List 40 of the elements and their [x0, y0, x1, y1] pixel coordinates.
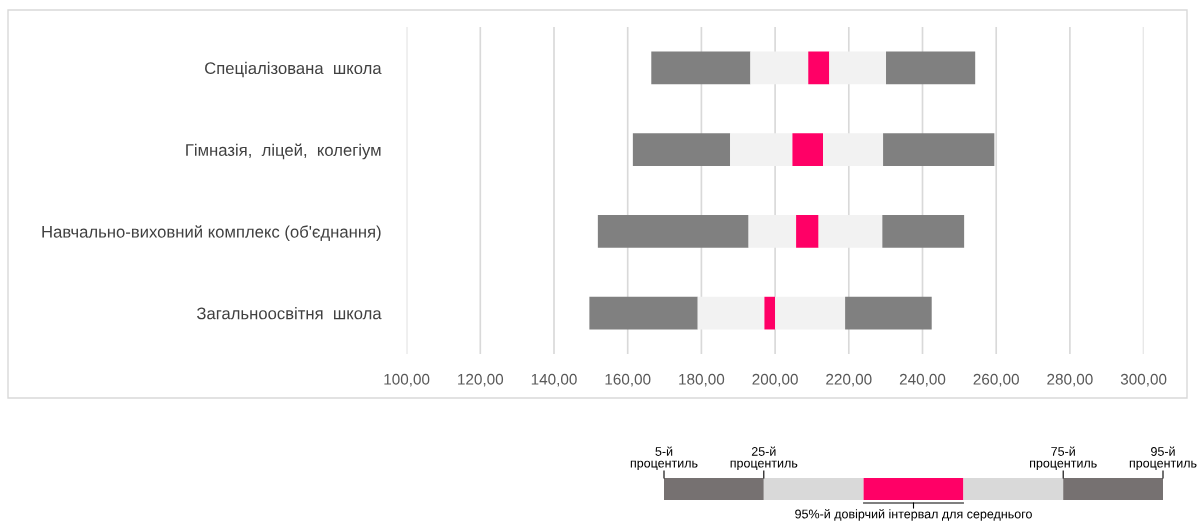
text: 95%-й довірчий інтервал для середнього	[795, 509, 1032, 521]
bar	[730, 133, 793, 166]
bar	[775, 296, 846, 330]
bar	[764, 296, 776, 330]
x-tick-label: 100,00	[384, 373, 430, 387]
text: 5-й процентиль	[630, 446, 698, 470]
x-tick-label: 160,00	[605, 373, 651, 387]
bar	[697, 296, 765, 330]
x-tick-label: 280,00	[1047, 373, 1093, 387]
bar	[597, 215, 749, 248]
x-tick-label: 260,00	[973, 373, 1019, 387]
bar	[796, 215, 819, 248]
x-tick-label: 120,00	[458, 373, 504, 387]
x-tick-label: 240,00	[899, 373, 946, 387]
bar	[829, 51, 887, 85]
y-tick-label: Гімназія, ліцей, колегіум	[186, 143, 381, 160]
bar	[823, 133, 884, 166]
bar	[651, 51, 751, 85]
bar	[882, 215, 965, 248]
x-tick-label: 300,00	[1120, 373, 1167, 387]
x-tick-label: 180,00	[679, 373, 725, 387]
bar	[818, 215, 883, 248]
bar	[589, 296, 698, 330]
bar	[632, 133, 731, 166]
text: 95-й процентиль	[1129, 446, 1197, 470]
bar	[808, 51, 830, 85]
y-tick-label: Навчально-виховний комплекс (об'єднання)	[42, 225, 381, 242]
text: 25-й процентиль	[730, 446, 798, 470]
bar	[792, 133, 824, 166]
bar	[883, 133, 995, 166]
x-tick-label: 140,00	[531, 373, 577, 387]
bar	[845, 296, 932, 330]
bar	[748, 215, 797, 248]
x-tick-label: 220,00	[826, 373, 872, 387]
y-tick-label: Спеціалізована школа	[205, 61, 382, 78]
x-tick-label: 200,00	[752, 373, 798, 387]
y-tick-label: Загальноосвітня школа	[196, 307, 382, 320]
bar	[750, 51, 809, 85]
bar	[886, 51, 976, 85]
text: 75-й процентиль	[1030, 446, 1097, 470]
